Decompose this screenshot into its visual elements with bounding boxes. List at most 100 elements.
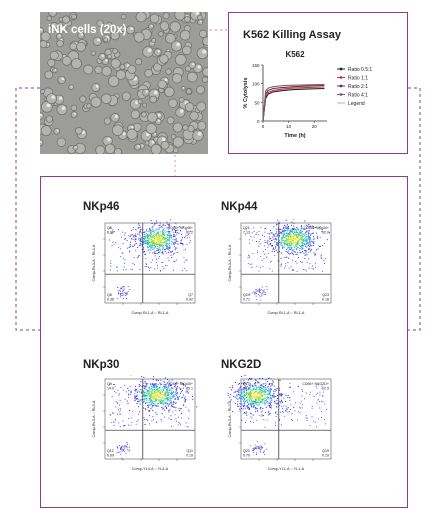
event (277, 402, 279, 404)
event (169, 395, 171, 397)
event (320, 255, 322, 257)
event (296, 245, 298, 247)
event (169, 398, 171, 400)
event (164, 231, 166, 233)
event (262, 291, 264, 293)
event (249, 396, 251, 398)
event (111, 421, 113, 423)
event (170, 397, 172, 399)
cell (72, 145, 79, 151)
event (158, 246, 160, 248)
event (245, 411, 247, 413)
event (292, 235, 294, 237)
event (152, 385, 154, 387)
event (243, 406, 245, 408)
event (150, 383, 152, 385)
event (298, 229, 300, 231)
event (152, 248, 154, 250)
event (152, 252, 154, 254)
event (170, 219, 172, 220)
event (144, 395, 146, 397)
event (173, 394, 175, 396)
event (276, 399, 278, 401)
event (186, 270, 188, 272)
event (304, 239, 306, 241)
event (156, 235, 158, 237)
event (138, 406, 140, 408)
event (185, 385, 187, 387)
event (150, 403, 152, 405)
event (289, 230, 291, 232)
cell (90, 96, 102, 108)
event (288, 233, 290, 235)
event (245, 229, 247, 231)
event (187, 390, 188, 392)
event (166, 245, 168, 247)
event (166, 221, 168, 223)
event (161, 401, 163, 403)
event (239, 403, 241, 405)
event (268, 236, 270, 238)
event (278, 404, 280, 406)
event (145, 385, 147, 386)
event (119, 399, 121, 401)
event (147, 247, 149, 249)
event (159, 244, 161, 246)
event (279, 418, 280, 420)
event (153, 245, 155, 247)
event (165, 403, 167, 405)
event (151, 394, 153, 396)
event (121, 448, 123, 450)
event (157, 264, 158, 266)
event (324, 423, 326, 425)
event (283, 232, 285, 234)
event (254, 383, 256, 385)
event (162, 252, 164, 254)
event (284, 224, 286, 226)
event (258, 399, 260, 401)
event (251, 263, 253, 265)
event (143, 394, 145, 396)
event (150, 247, 152, 249)
event (158, 256, 160, 258)
event (253, 407, 255, 408)
event (258, 391, 260, 393)
series-line (262, 83, 325, 122)
event (168, 248, 170, 249)
event (245, 421, 247, 423)
event (168, 399, 170, 401)
event (297, 241, 299, 243)
event (286, 244, 288, 246)
event (128, 418, 129, 420)
event (127, 290, 129, 292)
event (265, 400, 267, 402)
event (303, 250, 305, 252)
event (175, 398, 177, 400)
event (262, 447, 264, 449)
event (143, 387, 145, 389)
event (291, 224, 293, 226)
event (281, 401, 283, 403)
event (143, 385, 145, 387)
event (250, 445, 252, 447)
event (246, 392, 248, 394)
event (152, 236, 154, 238)
event (162, 391, 164, 393)
event (306, 246, 308, 248)
event (322, 395, 324, 397)
event (258, 230, 260, 232)
event (153, 384, 155, 386)
event (233, 391, 235, 393)
event (282, 235, 284, 237)
event (255, 401, 257, 403)
cell (168, 98, 178, 108)
event (244, 385, 246, 387)
event (240, 385, 242, 387)
event (290, 245, 292, 247)
cell (153, 48, 162, 57)
event (181, 239, 183, 241)
event (276, 243, 278, 245)
event (307, 244, 309, 246)
event (291, 418, 292, 420)
